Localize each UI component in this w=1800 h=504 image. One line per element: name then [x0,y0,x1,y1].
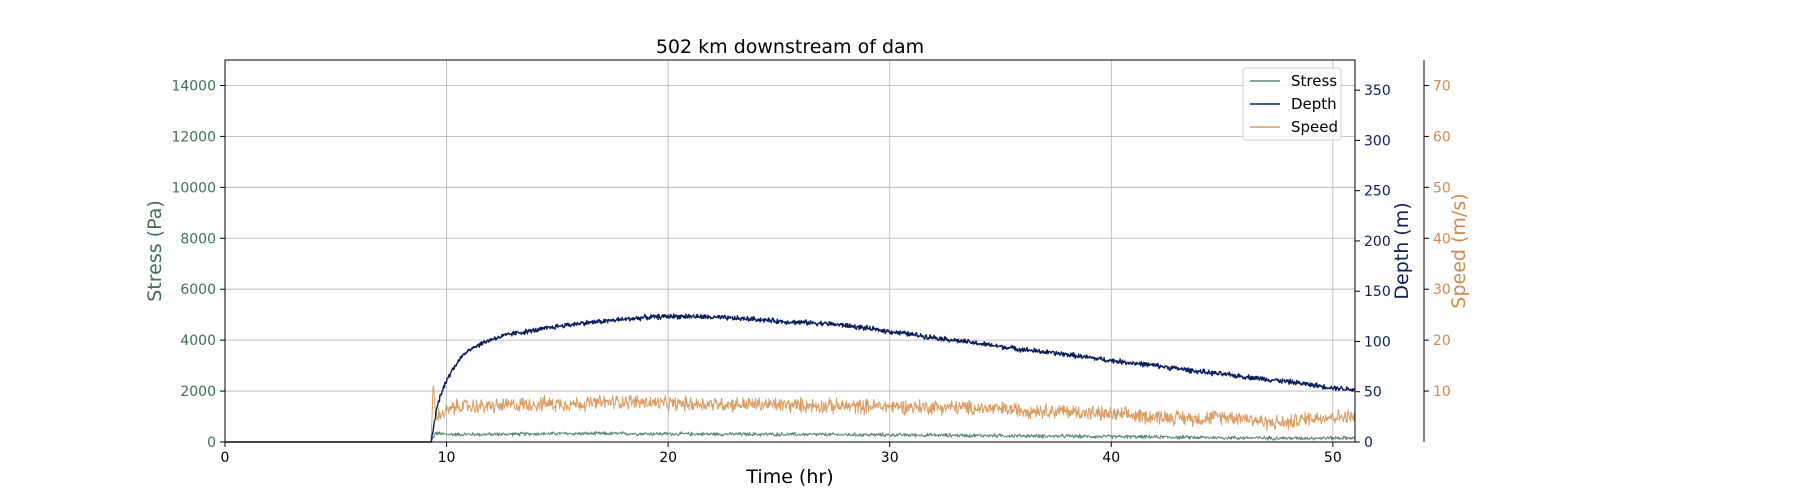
depth-tick-label: 0 [1364,435,1373,451]
legend: Stress Depth Speed [1242,67,1342,141]
x-tick-label: 50 [1324,450,1342,466]
x-tick-label: 0 [221,450,230,466]
x-axis: 0 10 20 30 40 50 [221,442,1342,466]
stress-axis: 0 2000 4000 6000 8000 10000 12000 14000 [171,78,225,451]
chart-title: 502 km downstream of dam [656,36,924,58]
depth-tick-label: 200 [1364,234,1391,250]
stress-tick-label: 8000 [180,231,216,247]
x-tick-label: 10 [438,450,456,466]
plot-area [224,313,1356,443]
depth-tick-label: 100 [1364,334,1391,350]
depth-axis-label: Depth (m) [1391,202,1413,299]
x-tick-label: 20 [659,450,677,466]
speed-tick-label: 40 [1433,231,1451,247]
x-tick-label: 30 [881,450,899,466]
depth-tick-label: 350 [1364,83,1391,99]
stress-tick-label: 12000 [171,129,216,145]
legend-speed-label: Speed [1291,118,1338,136]
depth-tick-label: 300 [1364,133,1391,149]
depth-tick-label: 150 [1364,284,1391,300]
speed-axis: 10 20 30 40 50 60 70 [1423,60,1451,442]
speed-tick-label: 10 [1433,384,1451,400]
depth-tick-label: 50 [1364,385,1382,401]
speed-tick-label: 60 [1433,129,1451,145]
legend-depth-label: Depth [1291,95,1337,113]
speed-tick-label: 70 [1433,78,1451,94]
depth-axis: 0 50 100 150 200 250 300 350 [1355,83,1391,451]
grid [224,60,1355,443]
stress-tick-label: 14000 [171,78,216,94]
stress-tick-label: 2000 [180,384,216,400]
x-tick-label: 40 [1102,450,1120,466]
stress-line [225,430,1356,443]
legend-stress-label: Stress [1291,72,1337,90]
legend-box [1242,67,1342,141]
depth-tick-label: 250 [1364,184,1391,200]
x-axis-label: Time (hr) [745,466,833,488]
speed-tick-label: 20 [1433,333,1451,349]
stress-tick-label: 6000 [180,282,216,298]
speed-axis-label: Speed (m/s) [1448,193,1470,308]
stress-axis-label: Stress (Pa) [144,200,166,302]
speed-tick-label: 30 [1433,282,1451,298]
speed-tick-label: 50 [1433,180,1451,196]
plot-frame [224,59,1356,443]
stress-tick-label: 10000 [171,180,216,196]
stress-tick-label: 4000 [180,333,216,349]
stress-tick-label: 0 [207,435,216,451]
